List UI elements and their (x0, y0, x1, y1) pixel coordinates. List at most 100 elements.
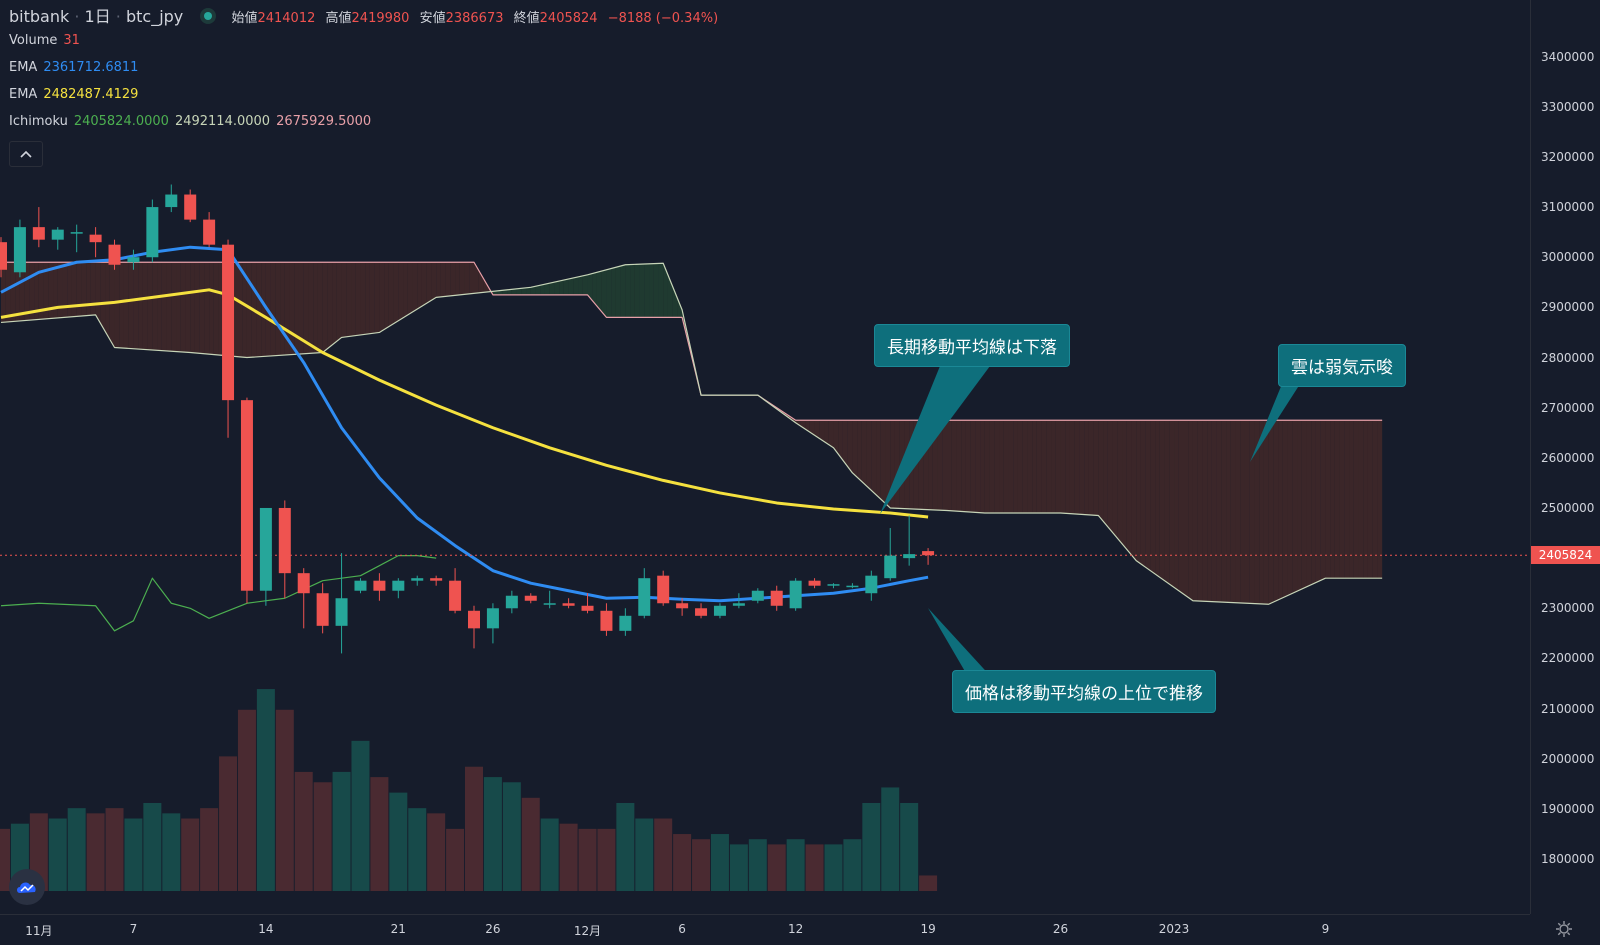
cloud-segment (1235, 420, 1241, 603)
volume-bar (862, 802, 881, 891)
callout-pointer (1250, 384, 1300, 462)
candlestick-chart[interactable] (0, 0, 1530, 914)
cloud-segment (417, 262, 422, 310)
volume-bar (143, 802, 162, 891)
volume-legend[interactable]: Volume 31 (9, 33, 80, 48)
cloud-segment (161, 262, 167, 351)
cloud-segment (1282, 420, 1288, 598)
volume-bar (710, 834, 729, 891)
cloud-segment (871, 420, 877, 495)
candle-body (449, 580, 462, 611)
time-tick-label: 19 (920, 922, 936, 936)
volume-bar (654, 818, 673, 891)
cloud-segment (1131, 420, 1137, 561)
time-tick-label: 6 (678, 922, 686, 936)
cloud-segment (322, 262, 328, 353)
cloud-segment (1254, 420, 1260, 604)
candle-body (222, 244, 235, 401)
cloud-segment (109, 262, 115, 348)
cloud-segment (157, 262, 162, 351)
cloud-segment (876, 420, 881, 500)
cloud-segment (1013, 420, 1018, 513)
exchange-name[interactable]: bitbank (9, 7, 70, 26)
cloud-segment (237, 262, 243, 358)
ichimoku-legend[interactable]: Ichimoku 2405824.0000 2492114.0000 2675929.… (9, 114, 372, 129)
price-tick-label: 3200000 (1541, 149, 1595, 164)
cloud-segment (667, 274, 673, 318)
cloud-segment (1240, 420, 1245, 604)
volume-bar (427, 813, 446, 891)
volume-bar (162, 813, 181, 891)
volume-bar (256, 689, 275, 891)
cloud-segment (563, 278, 569, 295)
candle-body (695, 608, 708, 616)
cloud-segment (1339, 420, 1345, 579)
cloud-segment (242, 262, 247, 358)
collapse-legend-button[interactable] (9, 141, 43, 167)
cloud-segment (142, 262, 148, 350)
cloud-segment (649, 263, 654, 318)
ema-long-legend[interactable]: EMA 2482487.4129 (9, 87, 139, 102)
cloud-segment (644, 263, 650, 318)
cloud-segment (596, 271, 602, 312)
cloud-segment (1169, 420, 1175, 588)
interval[interactable]: 1日 (84, 7, 111, 26)
cloud-segment (838, 420, 843, 461)
volume-bar (616, 802, 635, 891)
callout-pointer (880, 366, 990, 514)
candle-body (751, 590, 764, 601)
cloud-segment (459, 262, 465, 295)
cloud-segment (450, 262, 456, 296)
cloud-segment (634, 264, 640, 318)
cloud-segment (1297, 420, 1302, 592)
candle-body (676, 603, 689, 609)
volume-bar (919, 875, 938, 891)
cloud-segment (1145, 420, 1151, 571)
cloud-segment (937, 420, 943, 511)
cloud-segment (213, 262, 219, 356)
volume-bar (767, 844, 786, 891)
cloud-segment (1207, 420, 1212, 602)
cloud-segment (956, 420, 962, 512)
price-axis[interactable]: 1800000 1900000 2000000 2100000 2200000 23000… (1530, 0, 1600, 914)
cloud-segment (5, 262, 11, 323)
cloud-segment (1367, 420, 1373, 579)
symbol[interactable]: btc_jpy (125, 7, 184, 26)
cloud-segment (147, 262, 153, 351)
cloud-segment (403, 262, 408, 318)
cloud-segment (1122, 420, 1127, 550)
volume-bar (408, 808, 427, 891)
cloud-segment (1325, 420, 1331, 579)
cloud-segment (341, 262, 347, 338)
cloud-segment (194, 262, 200, 354)
cloud-segment (611, 267, 616, 318)
volume-bar (237, 709, 256, 891)
cloud-segment (1192, 420, 1198, 601)
volume-bar (673, 834, 692, 891)
tradingview-logo[interactable] (9, 869, 45, 905)
time-tick-label: 11月 (25, 924, 53, 938)
cloud-segment (336, 262, 342, 342)
ema-short-legend[interactable]: EMA 2361712.6811 (9, 60, 139, 75)
cloud-segment (1349, 420, 1354, 579)
volume-bar (843, 839, 862, 891)
cloud-segment (313, 262, 318, 354)
cloud-segment (1032, 420, 1037, 513)
cloud-segment (819, 420, 825, 442)
candle-body (0, 242, 7, 270)
volume-bar (559, 823, 578, 891)
chart-area[interactable]: bitbank · 1日 · btc_jpy 始値2414012 高値24199… (0, 0, 1530, 914)
cloud-segment (1315, 420, 1321, 583)
cloud-segment (663, 263, 668, 318)
cloud-segment (615, 266, 621, 318)
cloud-segment (1098, 420, 1104, 522)
volume-bar (219, 756, 238, 891)
time-axis[interactable]: 11月 7 14 21 26 12月 6 12 19 26 2023 9 (0, 914, 1530, 945)
time-tick-label: 12 (787, 922, 804, 936)
gear-icon[interactable] (1555, 920, 1573, 938)
cloud-segment (346, 262, 352, 337)
symbol-header: bitbank · 1日 · btc_jpy 始値2414012 高値24199… (9, 7, 719, 26)
volume-bar (881, 787, 900, 891)
cloud-segment (1046, 420, 1052, 513)
cloud-segment (199, 262, 205, 354)
